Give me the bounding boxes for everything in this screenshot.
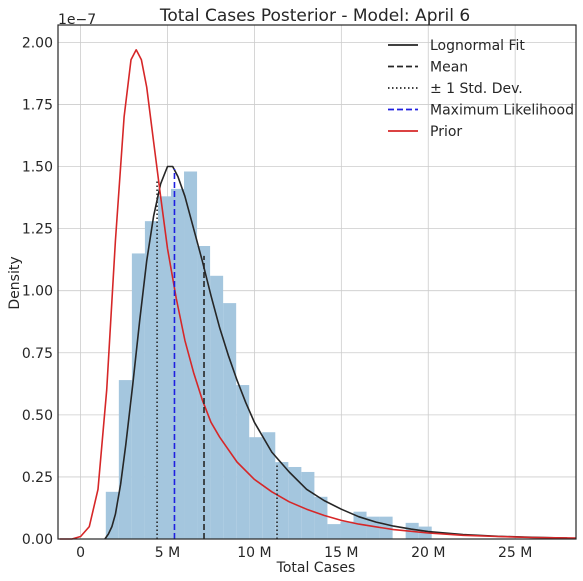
x-tick-label: 20 M: [411, 545, 445, 561]
legend-label: Prior: [430, 124, 462, 140]
histogram-bar: [301, 471, 315, 539]
histogram-bar: [340, 521, 354, 539]
y-axis-label: Density: [7, 256, 23, 309]
y-tick-label: 0.25: [22, 470, 53, 486]
y-tick-label: 0.50: [22, 408, 53, 424]
y-multiplier-label: 1e−7: [58, 12, 96, 28]
histogram-bar: [249, 437, 263, 539]
y-tick-label: 1.75: [22, 97, 53, 113]
series-curves: [59, 48, 577, 540]
y-tick-label: 1.00: [22, 284, 53, 300]
y-tick-label: 2.00: [22, 35, 53, 51]
x-axis-ticks: 0 5 M 10 M 15 M 20 M 25 M: [76, 545, 532, 561]
histogram-bar: [262, 432, 276, 539]
legend-label: ± 1 Std. Dev.: [430, 81, 523, 97]
y-tick-label: 1.50: [22, 160, 53, 176]
histogram-bar: [210, 275, 224, 539]
histogram-bar: [184, 171, 198, 539]
x-axis-label: Total Cases: [276, 560, 356, 576]
x-tick-label: 10 M: [237, 545, 271, 561]
legend-label: Maximum Likelihood: [430, 103, 574, 119]
x-tick-label: 0: [76, 545, 85, 561]
histogram-bar: [288, 466, 302, 539]
reference-lines: [156, 169, 278, 539]
histogram-bar: [327, 524, 341, 539]
histogram-bar: [223, 303, 237, 539]
histogram-bar: [236, 385, 250, 539]
y-tick-label: 1.25: [22, 222, 53, 238]
x-tick-label: 15 M: [324, 545, 358, 561]
series-line-prior: [59, 48, 577, 540]
histogram-bar: [275, 462, 289, 539]
y-axis-ticks: 0.00 0.25 0.50 0.75 1.00 1.25 1.50 1.75 2.00: [22, 35, 53, 548]
histogram-bar: [105, 491, 119, 539]
legend-label: Mean: [430, 60, 468, 76]
legend-label: Lognormal Fit: [430, 38, 525, 54]
x-tick-label: 25 M: [498, 545, 532, 561]
legend: Lognormal Fit Mean ± 1 Std. Dev. Maximum Li…: [388, 38, 574, 140]
y-tick-label: 0.75: [22, 346, 53, 362]
histogram-bar: [131, 253, 145, 539]
histogram-bar: [314, 496, 328, 539]
histogram-bar: [144, 221, 158, 539]
chart-title: Total Cases Posterior - Model: April 6: [159, 6, 470, 26]
histogram-bar: [170, 188, 185, 539]
y-tick-label: 0.00: [22, 532, 53, 548]
histogram-bar: [157, 196, 171, 540]
series-line-lognormal-fit: [104, 165, 568, 540]
histogram-bars: [105, 171, 432, 540]
plot-frame: [57, 24, 577, 540]
x-tick-label: 5 M: [155, 545, 180, 561]
